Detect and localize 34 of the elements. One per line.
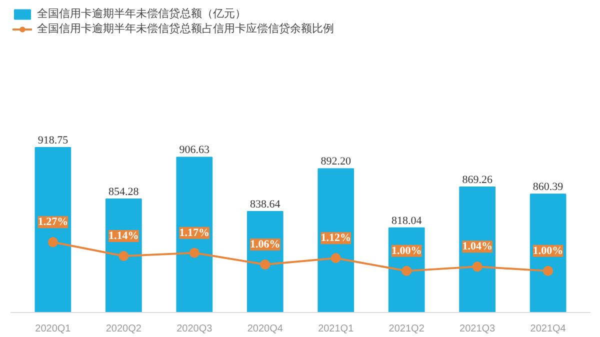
x-tick-label: 2021Q2 <box>388 324 425 334</box>
data-label: 906.63 <box>179 144 210 156</box>
data-label: 1.12% <box>320 232 351 244</box>
data-label: 892.20 <box>320 156 352 168</box>
point <box>330 253 341 264</box>
data-label: 1.00% <box>532 244 564 257</box>
data-label: 869.26 <box>462 174 493 186</box>
x-tick-label: 2020Q2 <box>106 324 142 334</box>
x-tick-label: 2021Q4 <box>530 324 566 334</box>
point <box>118 251 129 262</box>
legend-label: 全国信用卡逾期半年未偿信贷总额占信用卡应偿信贷余额比例 <box>37 22 334 36</box>
point <box>543 266 554 276</box>
legend-label: 全国信用卡逾期半年未偿信贷总额（亿元） <box>37 6 246 21</box>
data-label: 1.14% <box>108 230 139 242</box>
data-label: 1.04% <box>462 240 492 253</box>
data-label: 1.17% <box>179 226 210 239</box>
data-label: 818.04 <box>391 214 422 227</box>
data-label: 854.28 <box>108 186 140 198</box>
x-tick-label: 2020Q4 <box>247 324 284 334</box>
point <box>472 262 482 272</box>
data-label: 860.39 <box>532 181 564 194</box>
x-tick-label: 2020Q3 <box>176 324 213 334</box>
point <box>48 237 58 248</box>
x-tick-label: 2021Q1 <box>318 324 354 334</box>
data-label: 1.06% <box>250 238 280 251</box>
x-tick-label: 2020Q1 <box>35 324 72 334</box>
point <box>402 266 412 276</box>
x-tick-label: 2021Q3 <box>460 324 496 334</box>
point <box>189 248 200 258</box>
data-label: 838.64 <box>250 198 281 210</box>
data-label: 918.75 <box>38 134 69 147</box>
point <box>260 260 270 270</box>
data-label: 1.27% <box>38 216 68 228</box>
data-label: 1.00% <box>391 244 422 257</box>
